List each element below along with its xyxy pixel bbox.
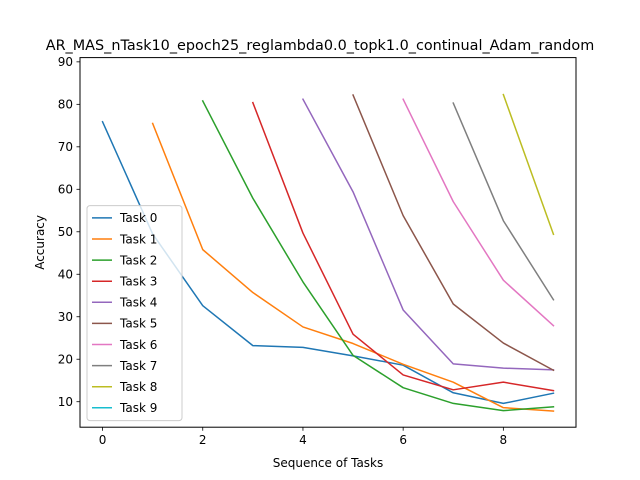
x-tick-label: 6 bbox=[399, 433, 407, 447]
legend-label-task-9: Task 9 bbox=[119, 401, 157, 415]
x-tick-label: 4 bbox=[299, 433, 307, 447]
series-line-task-6 bbox=[402, 98, 555, 327]
series-line-task-1 bbox=[151, 122, 555, 412]
y-tick-label: 20 bbox=[58, 353, 73, 367]
y-tick-label: 30 bbox=[58, 310, 73, 324]
plot-frame bbox=[79, 57, 577, 428]
x-tick-label: 8 bbox=[500, 433, 508, 447]
series-line-task-8 bbox=[502, 93, 555, 236]
series-line-task-7 bbox=[452, 102, 555, 301]
legend: Task 0 Task 1 Task 2 Task 3 Task 4 Task 5 Task… bbox=[86, 205, 183, 422]
series-line-task-4 bbox=[301, 98, 555, 371]
legend-label-task-7: Task 7 bbox=[119, 359, 157, 373]
x-tick-label: 2 bbox=[199, 433, 207, 447]
legend-label-task-4: Task 4 bbox=[119, 296, 157, 310]
x-axis-label: Sequence of Tasks bbox=[273, 456, 384, 470]
y-tick-label: 90 bbox=[58, 55, 73, 69]
legend-label-task-2: Task 2 bbox=[119, 253, 157, 267]
y-axis-label: Accuracy bbox=[33, 215, 47, 270]
y-tick-label: 80 bbox=[58, 98, 73, 112]
x-tick-label: 0 bbox=[99, 433, 107, 447]
legend-label-task-1: Task 1 bbox=[119, 232, 157, 246]
y-tick-label: 50 bbox=[58, 225, 73, 239]
chart-title: AR_MAS_nTask10_epoch25_reglambda0.0_topk… bbox=[46, 38, 595, 54]
legend-label-task-0: Task 0 bbox=[119, 211, 157, 225]
series-line-task-3 bbox=[251, 101, 555, 392]
legend-label-task-5: Task 5 bbox=[119, 317, 157, 331]
y-tick-label: 70 bbox=[58, 140, 73, 154]
legend-label-task-6: Task 6 bbox=[119, 338, 157, 352]
series-line-task-5 bbox=[352, 93, 555, 372]
y-tick-label: 40 bbox=[58, 268, 73, 282]
series-line-task-2 bbox=[201, 99, 555, 412]
legend-label-task-3: Task 3 bbox=[119, 275, 157, 289]
y-tick-label: 60 bbox=[58, 183, 73, 197]
axes-layer: 0 2 4 6 8 10 20 30 40 50 60 70 80 90 bbox=[58, 55, 507, 447]
y-tick-label: 10 bbox=[58, 395, 73, 409]
legend-label-task-8: Task 8 bbox=[119, 380, 157, 394]
